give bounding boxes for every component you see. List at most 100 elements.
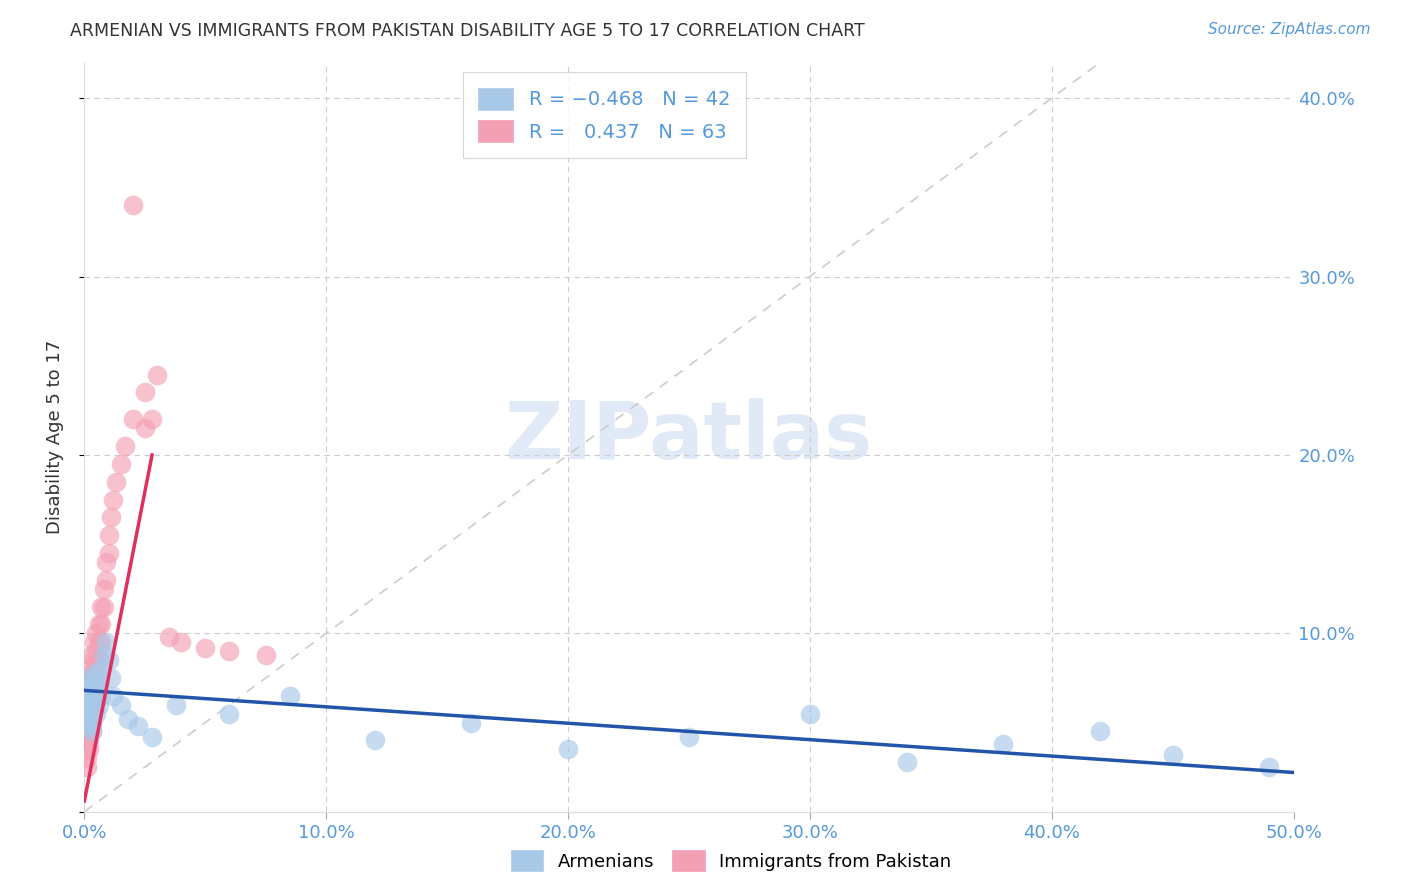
Point [278, 689, 301, 703]
Point [363, 733, 385, 747]
Point [460, 715, 482, 730]
Point [76, 706, 98, 721]
Point [103, 689, 125, 703]
Point [77, 683, 100, 698]
Text: ZIPatlas: ZIPatlas [505, 398, 873, 476]
Point [93, 599, 115, 614]
Point [77, 698, 100, 712]
Point [80, 715, 103, 730]
Point [94, 573, 117, 587]
Point [77, 715, 100, 730]
Point [218, 644, 240, 658]
Point [83, 653, 105, 667]
Point [80, 701, 103, 715]
Point [86, 694, 108, 708]
Point [77, 712, 100, 726]
Point [218, 706, 240, 721]
Point [77, 724, 100, 739]
Point [90, 689, 112, 703]
Point [87, 676, 110, 690]
Point [557, 742, 579, 756]
Point [76, 715, 98, 730]
Point [77, 683, 100, 698]
Point [80, 715, 103, 730]
Point [134, 421, 156, 435]
Point [100, 510, 122, 524]
Y-axis label: Disability Age 5 to 17: Disability Age 5 to 17 [45, 340, 63, 534]
Point [1161, 747, 1184, 762]
Point [76, 751, 98, 765]
Point [83, 701, 105, 715]
Point [97, 653, 120, 667]
Point [76, 706, 98, 721]
Text: Source: ZipAtlas.com: Source: ZipAtlas.com [1208, 22, 1371, 37]
Point [77, 689, 100, 703]
Point [77, 662, 100, 676]
Point [76, 724, 98, 739]
Point [80, 683, 103, 698]
Point [77, 680, 100, 694]
Point [94, 555, 117, 569]
Point [110, 457, 132, 471]
Point [165, 698, 187, 712]
Point [90, 635, 112, 649]
Point [80, 683, 103, 698]
Text: ARMENIAN VS IMMIGRANTS FROM PAKISTAN DISABILITY AGE 5 TO 17 CORRELATION CHART: ARMENIAN VS IMMIGRANTS FROM PAKISTAN DIS… [70, 22, 865, 40]
Point [80, 676, 103, 690]
Point [86, 662, 108, 676]
Point [799, 706, 821, 721]
Point [77, 706, 100, 721]
Point [86, 665, 108, 680]
Point [77, 671, 100, 685]
Point [110, 698, 132, 712]
Point [1258, 760, 1281, 774]
Point [83, 671, 105, 685]
Point [80, 698, 103, 712]
Point [121, 412, 143, 426]
Point [103, 492, 125, 507]
Point [896, 755, 918, 769]
Point [87, 653, 110, 667]
Point [76, 694, 98, 708]
Point [146, 368, 169, 382]
Point [993, 737, 1015, 751]
Point [170, 635, 193, 649]
Point [80, 648, 103, 662]
Point [678, 730, 700, 744]
Point [80, 706, 103, 721]
Point [194, 640, 217, 655]
Point [86, 644, 108, 658]
Point [83, 635, 105, 649]
Point [83, 689, 105, 703]
Point [83, 698, 105, 712]
Point [97, 528, 120, 542]
Point [97, 546, 120, 560]
Point [87, 617, 110, 632]
Legend: Armenians, Immigrants from Pakistan: Armenians, Immigrants from Pakistan [503, 843, 959, 879]
Point [114, 439, 136, 453]
Point [76, 689, 98, 703]
Point [77, 689, 100, 703]
Point [76, 683, 98, 698]
Point [157, 630, 180, 644]
Point [76, 698, 98, 712]
Point [87, 698, 110, 712]
Point [100, 671, 122, 685]
Point [86, 626, 108, 640]
Point [93, 648, 115, 662]
Point [76, 760, 98, 774]
Point [93, 582, 115, 596]
Point [254, 648, 277, 662]
Point [80, 665, 103, 680]
Point [90, 599, 112, 614]
Point [1088, 724, 1111, 739]
Point [80, 724, 103, 739]
Point [86, 680, 108, 694]
Point [80, 724, 103, 739]
Point [141, 412, 163, 426]
Point [141, 730, 163, 744]
Point [77, 676, 100, 690]
Point [80, 689, 103, 703]
Point [76, 742, 98, 756]
Point [104, 475, 127, 489]
